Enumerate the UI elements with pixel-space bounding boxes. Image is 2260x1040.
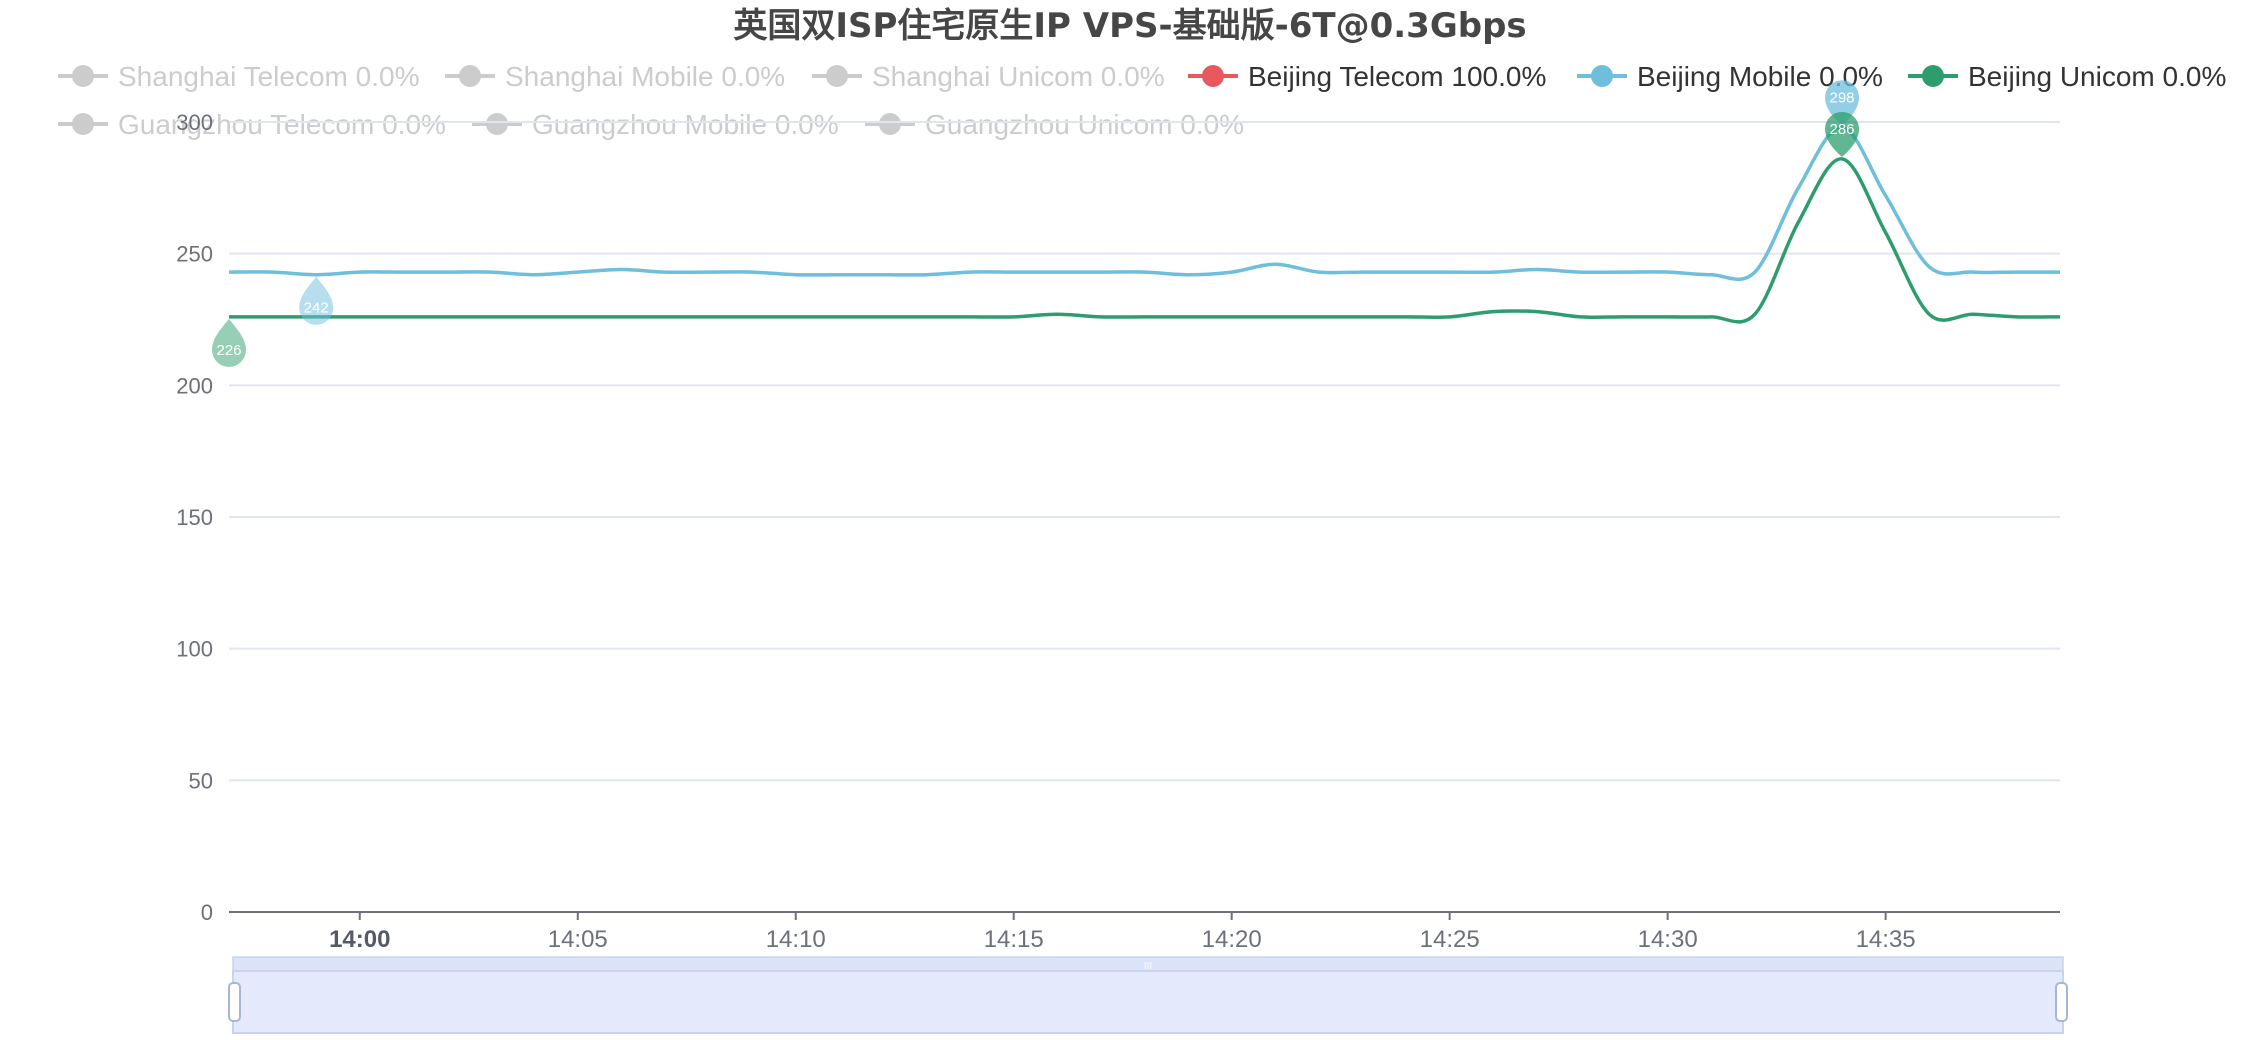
legend-item[interactable]: Shanghai Telecom 0.0% [58, 61, 419, 92]
y-tick-label: 100 [176, 637, 213, 662]
y-axis: 0 50 100 150 200 250 300 [176, 110, 213, 925]
legend-label: Shanghai Unicom 0.0% [872, 61, 1165, 92]
marker-pin-max[interactable]: 298 [1825, 80, 1860, 126]
legend-label: Guangzhou Mobile 0.0% [532, 109, 839, 140]
marker-label: 226 [216, 342, 241, 359]
y-tick-label: 150 [176, 505, 213, 530]
marker-pin-min[interactable]: 226 [212, 318, 246, 367]
marker-pin-max[interactable]: 286 [1825, 111, 1860, 157]
marker-pin-shape[interactable] [1825, 80, 1860, 126]
marker-pin-shape[interactable] [212, 318, 246, 367]
chart-title: 英国双ISP住宅原生IP VPS-基础版-6T@0.3Gbps [733, 6, 1526, 46]
legend-item[interactable]: Beijing Telecom 100.0% [1188, 61, 1546, 92]
y-tick-label: 300 [176, 110, 213, 135]
legend: Shanghai Telecom 0.0% Shanghai Mobile 0.0… [58, 61, 2226, 140]
legend-dot-swatch [1202, 65, 1224, 87]
x-tick-label: 14:15 [984, 926, 1044, 953]
legend-dot-swatch [826, 65, 848, 87]
legend-label: Beijing Telecom 100.0% [1248, 61, 1546, 92]
grid-lines [229, 121, 2060, 782]
x-tick-label: 14:35 [1856, 926, 1916, 953]
y-tick-label: 250 [176, 242, 213, 267]
legend-dot-swatch [486, 113, 508, 135]
legend-item[interactable]: Shanghai Unicom 0.0% [812, 61, 1165, 92]
datazoom-slider[interactable]: III [228, 956, 2068, 1034]
legend-item[interactable]: Guangzhou Telecom 0.0% [58, 109, 446, 140]
datazoom-selection[interactable] [232, 970, 2064, 1034]
legend-dot-swatch [879, 113, 901, 135]
legend-label: Guangzhou Unicom 0.0% [925, 109, 1244, 140]
legend-dot-swatch [459, 65, 481, 87]
datazoom-drag-grip[interactable]: III [1144, 961, 1152, 972]
legend-dot-swatch [72, 113, 94, 135]
x-tick-label: 14:30 [1638, 926, 1698, 953]
marker-pin-shape[interactable] [299, 276, 334, 325]
x-tick-label: 14:10 [766, 926, 826, 953]
marker-label: 298 [1830, 89, 1855, 106]
legend-label: Beijing Unicom 0.0% [1968, 61, 2226, 92]
legend-label: Shanghai Telecom 0.0% [118, 61, 419, 92]
x-axis: 14:00 14:05 14:10 14:15 14:20 14:25 14:30 14:35 [229, 911, 2060, 953]
marker-label: 242 [304, 300, 329, 317]
datazoom-left-handle[interactable] [228, 982, 241, 1022]
datazoom-right-handle[interactable] [2055, 982, 2068, 1022]
marker-pin-min[interactable]: 242 [299, 276, 334, 325]
x-tick-label: 14:00 [329, 926, 390, 953]
x-tick-label: 14:05 [548, 926, 608, 953]
legend-item[interactable]: Guangzhou Unicom 0.0% [865, 109, 1244, 140]
y-tick-label: 0 [201, 900, 213, 925]
legend-item[interactable]: Beijing Unicom 0.0% [1908, 61, 2226, 92]
marker-pin-shape[interactable] [1825, 111, 1860, 157]
marker-layer: 242 298 226 286 [212, 80, 1860, 367]
legend-label: Shanghai Mobile 0.0% [505, 61, 785, 92]
legend-dot-swatch [1922, 65, 1944, 87]
legend-label: Guangzhou Telecom 0.0% [118, 109, 446, 140]
x-tick-label: 14:20 [1202, 926, 1262, 953]
y-tick-label: 50 [189, 768, 213, 793]
series-line-beijing-mobile[interactable] [228, 125, 2060, 282]
series-layer [228, 125, 2061, 324]
legend-dot-swatch [1591, 65, 1613, 87]
x-tick-label: 14:25 [1420, 926, 1480, 953]
legend-item[interactable]: Shanghai Mobile 0.0% [445, 61, 785, 92]
legend-item[interactable]: Guangzhou Mobile 0.0% [472, 109, 839, 140]
marker-label: 286 [1830, 121, 1855, 138]
series-line-beijing-unicom[interactable] [229, 157, 2061, 324]
legend-dot-swatch [72, 65, 94, 87]
y-tick-label: 200 [176, 373, 213, 398]
